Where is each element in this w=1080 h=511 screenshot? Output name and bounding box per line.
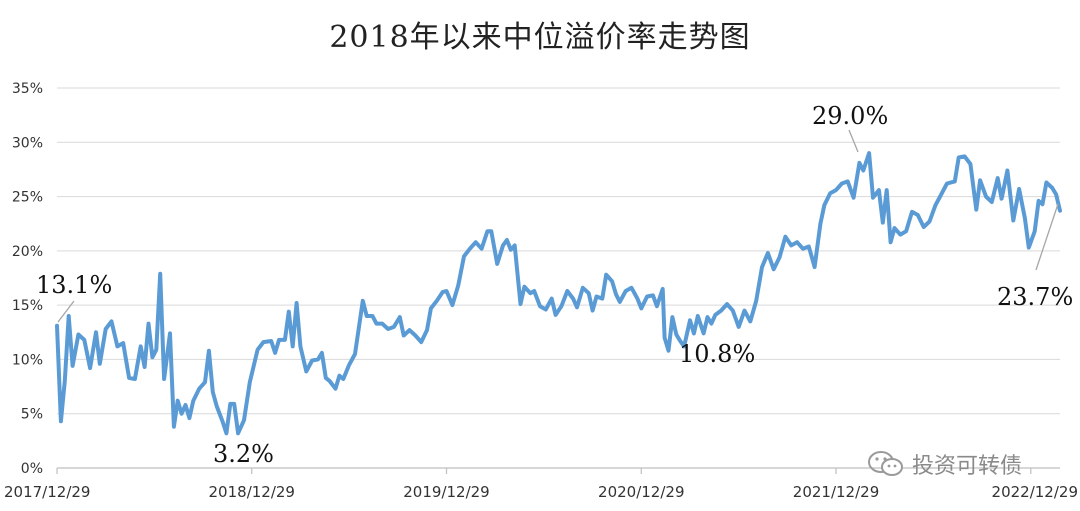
x-tick-label: 2018/12/29: [209, 483, 295, 501]
y-tick-label: 15%: [12, 298, 43, 314]
annotations: 13.1% 3.2% 10.8% 29.0% 23.7%: [36, 102, 1073, 468]
x-axis-ticks: 2017/12/29 2018/12/29 2019/12/29 2020/12/29…: [4, 483, 1078, 501]
x-tick-label: 2017/12/29: [4, 483, 90, 501]
x-tick-label: 2020/12/29: [598, 483, 684, 501]
x-tick-label: 2022/12/29: [992, 483, 1078, 501]
annotation-label: 13.1%: [36, 271, 112, 299]
y-tick-label: 35%: [12, 81, 43, 97]
y-tick-label: 30%: [12, 135, 43, 151]
gridlines: [57, 87, 1060, 415]
watermark: 投资可转债: [866, 448, 1022, 480]
annotation-leader: [848, 129, 859, 153]
y-tick-label: 0%: [21, 461, 43, 477]
annotation-leader: [57, 300, 75, 323]
x-tick-label: 2021/12/29: [793, 483, 879, 501]
x-tick-label: 2019/12/29: [403, 483, 489, 501]
y-tick-label: 10%: [12, 352, 43, 368]
y-tick-label: 5%: [21, 407, 43, 423]
y-tick-label: 25%: [12, 190, 43, 206]
y-axis-ticks: 0% 5% 10% 15% 20% 25% 30% 35%: [12, 81, 43, 477]
annotation-label: 29.0%: [812, 102, 888, 130]
series-line: [55, 151, 1062, 436]
chart-title: 2018年以来中位溢价率走势图: [329, 20, 751, 55]
y-tick-label: 20%: [12, 244, 43, 260]
annotation-leader: [1035, 203, 1059, 271]
annotation-label: 3.2%: [213, 440, 274, 468]
annotation-label: 23.7%: [997, 283, 1073, 311]
watermark-text: 投资可转债: [912, 454, 1023, 479]
annotation-label: 10.8%: [679, 340, 755, 368]
wechat-icon: [868, 451, 903, 476]
